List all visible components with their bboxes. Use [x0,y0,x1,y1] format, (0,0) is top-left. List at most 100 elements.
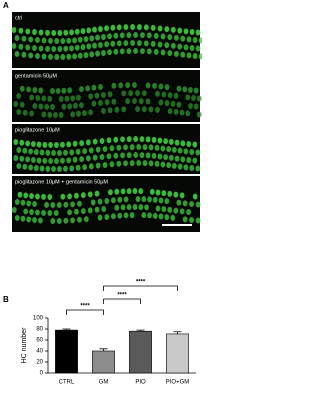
hair-cell [70,217,75,224]
hair-cell [30,141,36,148]
hair-cell [77,200,82,207]
hair-cell [69,165,75,172]
hair-cell [179,208,185,215]
hair-cell [101,205,107,212]
hair-cell [21,35,27,42]
micrograph [12,176,200,232]
hair-cell [29,193,34,200]
hair-cell [94,92,100,99]
hair-cell [120,204,126,211]
hair-cell [164,26,170,33]
hair-cell [147,196,152,203]
hair-cell [157,41,163,48]
hair-cell [70,201,75,208]
hair-cell [151,136,157,143]
hair-cell [98,25,103,32]
hair-cell [132,82,137,89]
hair-cell [35,53,40,60]
hair-cell [36,141,42,148]
hair-cell [148,144,154,151]
hair-cell [158,83,164,90]
hair-cell [85,85,91,92]
hair-cell [23,192,29,199]
hair-cell [11,43,17,49]
bar [55,329,78,374]
hair-cell [18,27,24,34]
hair-cell [167,50,173,57]
hair-cell [72,37,77,44]
hair-cell [179,109,185,116]
hair-cell [19,155,25,162]
hair-cell [132,98,137,105]
hair-cell [21,51,27,58]
hair-cell [167,108,173,115]
hair-cell [158,213,164,220]
hair-cell [186,208,191,215]
hair-cell [195,165,201,172]
hair-cell [87,191,93,198]
hair-cell [45,45,50,52]
hair-cell [183,44,189,51]
hair-cell [104,197,110,204]
hair-cell [164,198,170,205]
hair-cell [155,106,160,113]
hair-cell [94,190,100,197]
hair-cell [126,136,132,143]
hair-cell [176,85,182,92]
hair-cell [160,33,166,40]
hair-cell [74,192,79,199]
hair-cell [39,149,45,156]
hair-cell [106,153,112,160]
hair-cell [54,141,59,148]
hair-cell [154,144,160,151]
hair-cell [22,163,28,170]
hair-cell [98,83,103,90]
hair-cell [38,29,44,36]
hair-cell [116,144,122,151]
hair-cell [173,108,179,115]
hair-cell [48,141,53,148]
hair-cell [179,192,185,199]
hair-cell [14,35,20,41]
hair-cell [123,40,129,47]
hair-cell [116,160,122,167]
hair-cell [123,160,128,167]
hair-cell [158,99,164,106]
hair-cell [92,154,98,161]
hair-cell [42,141,48,148]
hair-cell [157,137,163,144]
hair-cell [64,95,70,102]
hair-cell [141,106,147,113]
hair-cell [155,90,160,97]
hair-cell [22,147,28,154]
panel-label: B [3,295,9,304]
hair-cell [130,40,135,47]
hair-cell [142,144,148,151]
hair-cell [119,32,125,39]
hair-cell [48,37,53,44]
hair-cell [20,215,26,222]
hair-cell [133,136,139,143]
hair-cell [25,140,31,147]
hair-cell [163,154,169,161]
hair-cell [163,138,169,145]
hair-cell [174,139,180,146]
hair-cell [11,27,17,33]
hair-cell [92,138,98,145]
hair-cell [182,86,188,93]
hair-cell [167,206,173,213]
hair-cell [19,85,25,92]
hair-cell [104,99,110,106]
hair-cell [79,140,85,147]
hair-cell [26,216,32,223]
hair-cell [161,206,167,213]
hair-cell [141,212,147,219]
hair-cell [101,33,106,40]
hair-cell [80,44,86,51]
hair-cell [38,87,44,94]
hair-cell [29,209,34,216]
bar [92,350,115,374]
hair-cell [104,25,109,32]
hair-cell [38,45,44,52]
hair-cell [120,188,126,195]
